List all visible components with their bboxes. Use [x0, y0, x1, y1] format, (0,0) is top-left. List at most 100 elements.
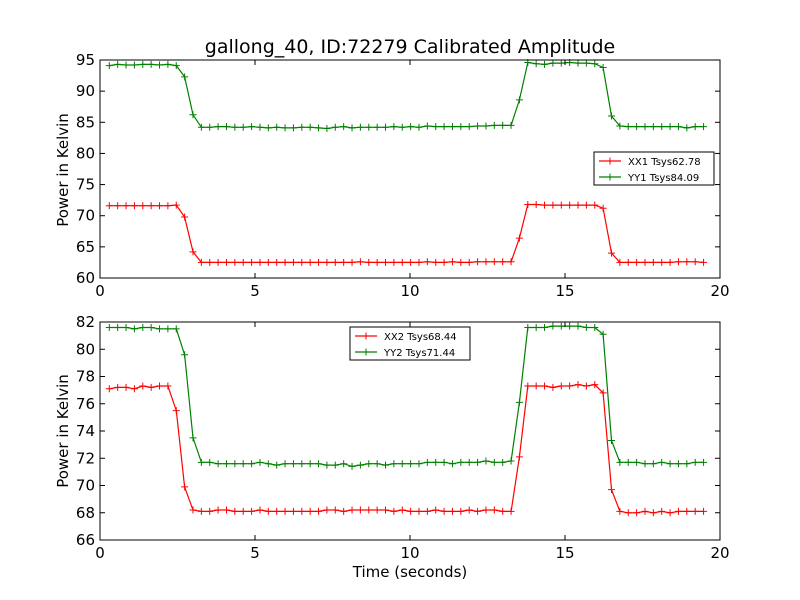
- bottom-series-1-point: [122, 323, 130, 331]
- top-series-0-point: [298, 258, 306, 266]
- bottom-series-0-point: [549, 383, 557, 391]
- bottom-series-0-point: [507, 507, 515, 515]
- top-series-1-point: [407, 123, 415, 131]
- bottom-series-1-point: [649, 460, 657, 468]
- bottom-series-1-point: [591, 323, 599, 331]
- bottom-series-0-point: [139, 382, 147, 390]
- top-series-1-point: [490, 121, 498, 129]
- bottom-series-1-point: [365, 460, 373, 468]
- bottom-series-1-point: [574, 322, 582, 330]
- top-series-0-point: [407, 258, 415, 266]
- bottom-legend-box: [349, 326, 471, 361]
- top-series-1-point: [197, 123, 205, 131]
- bottom-series-0-point: [306, 507, 314, 515]
- bottom-series-1-point: [524, 323, 532, 331]
- bottom-series-0-point: [273, 507, 281, 515]
- bottom-series-1-point: [482, 457, 490, 465]
- top-legend-marker-1: [606, 173, 614, 181]
- bottom-y-tick-label: 78: [76, 368, 95, 386]
- bottom-series-0-point: [541, 382, 549, 390]
- top-y-tick-label: 70: [76, 207, 95, 225]
- bottom-series-0-point: [382, 506, 390, 514]
- top-series-1-point: [482, 122, 490, 130]
- bottom-series-1-point: [616, 458, 624, 466]
- bottom-series-0-point: [490, 506, 498, 514]
- bottom-series-1-point: [331, 461, 339, 469]
- top-series-0-point: [482, 258, 490, 266]
- top-series-1-point: [591, 60, 599, 68]
- top-y-tick-label: 65: [76, 238, 95, 256]
- bottom-series-1-point: [214, 460, 222, 468]
- bottom-series-0-point: [599, 389, 607, 397]
- bottom-series-0-point: [156, 382, 164, 390]
- top-series-1-point: [130, 61, 138, 69]
- top-y-tick-label: 80: [76, 144, 95, 162]
- top-y-tick-label: 75: [76, 176, 95, 194]
- bottom-legend-label-1: YY2 Tsys71.44: [383, 348, 455, 359]
- top-y-tick-label: 85: [76, 113, 95, 131]
- bottom-series-1-point: [390, 460, 398, 468]
- bottom-series-1-point: [139, 323, 147, 331]
- bottom-series-1-point: [599, 330, 607, 338]
- bottom-series-1-point: [130, 325, 138, 333]
- bottom-series-0-point: [616, 507, 624, 515]
- top-series-0-point: [331, 258, 339, 266]
- top-series-0-point: [139, 202, 147, 210]
- top-series-1-point: [172, 62, 180, 70]
- top-series-1-point: [616, 122, 624, 130]
- top-series-1-point: [356, 123, 364, 131]
- top-series-line-1: [109, 61, 704, 130]
- top-series-0-point: [348, 258, 356, 266]
- top-series-0-point: [574, 201, 582, 209]
- top-series-1-point: [139, 60, 147, 68]
- top-series-1-point: [440, 123, 448, 131]
- top-series-0-point: [499, 258, 507, 266]
- top-legend-label-1: YY1 Tsys84.09: [627, 173, 699, 184]
- top-series-0-point: [398, 258, 406, 266]
- top-series-0-point: [315, 258, 323, 266]
- top-series-1-point: [105, 62, 113, 70]
- bottom-series-1-point: [281, 460, 289, 468]
- top-series-0-point: [599, 204, 607, 212]
- top-series-1-point: [348, 124, 356, 132]
- bottom-series-1-point: [306, 460, 314, 468]
- bottom-series-0-point: [281, 507, 289, 515]
- bottom-series-1-point: [147, 323, 155, 331]
- top-series-1-point: [323, 125, 331, 133]
- bottom-series-1-point: [683, 460, 691, 468]
- bottom-y-tick-label: 68: [76, 504, 95, 522]
- top-series-0-point: [507, 258, 515, 266]
- top-series-0-point: [306, 258, 314, 266]
- top-series-1-point: [557, 59, 565, 67]
- top-series-1-point: [541, 60, 549, 68]
- top-series-0-point: [457, 258, 465, 266]
- bottom-series-0-point: [289, 507, 297, 515]
- bottom-series-0-point: [105, 385, 113, 393]
- top-series-0-point: [323, 258, 331, 266]
- bottom-y-tick-label: 76: [76, 395, 95, 413]
- top-series-0-point: [147, 202, 155, 210]
- bottom-series-1-point: [172, 325, 180, 333]
- bottom-series-1-point: [289, 460, 297, 468]
- bottom-series-0-point: [206, 507, 214, 515]
- top-series-0-point: [356, 258, 364, 266]
- bottom-series-1-point: [264, 460, 272, 468]
- top-series-1-point: [415, 123, 423, 131]
- bottom-series-0-point: [591, 381, 599, 389]
- bottom-series-1-point: [231, 460, 239, 468]
- bottom-series-0-point: [532, 382, 540, 390]
- top-series-0-point: [105, 202, 113, 210]
- bottom-x-tick-label: 10: [400, 544, 419, 562]
- bottom-series-0-point: [624, 509, 632, 517]
- top-series-1-point: [574, 59, 582, 67]
- top-series-0-point: [197, 258, 205, 266]
- bottom-y-tick-label: 70: [76, 477, 95, 495]
- bottom-series-0-point: [331, 506, 339, 514]
- bottom-series-1-point: [658, 458, 666, 466]
- bottom-series-1-point: [474, 458, 482, 466]
- top-series-1-point: [633, 123, 641, 131]
- bottom-series-1-point: [315, 460, 323, 468]
- top-series-1-point: [499, 121, 507, 129]
- bottom-series-1-point: [348, 462, 356, 470]
- bottom-series-1-point: [700, 458, 708, 466]
